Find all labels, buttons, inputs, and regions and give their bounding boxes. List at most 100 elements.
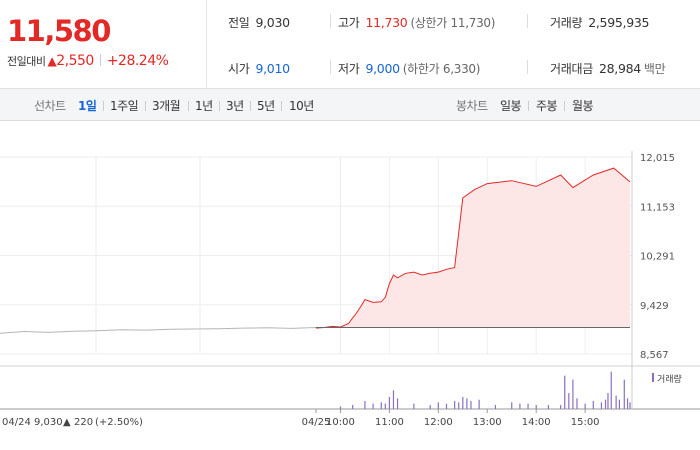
- tab-period-1d[interactable]: 1일: [78, 99, 97, 113]
- stat-unit: 백만: [643, 62, 666, 76]
- tab-period-5y[interactable]: 5년: [257, 99, 275, 113]
- volume-bar: [462, 397, 464, 409]
- volume-grid: [0, 151, 700, 410]
- volume-bar: [445, 403, 448, 409]
- volume-bar: [384, 403, 386, 409]
- tab-candle-monthly[interactable]: 월봉: [572, 99, 594, 113]
- stat-value: 9,030: [255, 15, 290, 30]
- volume-bar: [610, 371, 612, 409]
- y-tick-label: 9,429: [640, 301, 669, 312]
- stat-prev-close: 전일 9,030: [228, 14, 290, 31]
- stat-value: 9,000: [365, 61, 400, 76]
- divider: [528, 101, 529, 111]
- today-price-line: [315, 167, 631, 329]
- tab-period-3y[interactable]: 3년: [226, 99, 244, 113]
- prev-day-price-line: [0, 327, 317, 334]
- chart-tab-bar: 선차트 1일 1주일 3개월 1년 3년 5년 10년 봉차트 일봉 주봉 월봉: [0, 89, 700, 121]
- y-tick-label: 10,291: [640, 252, 675, 263]
- volume-bar: [494, 405, 497, 409]
- tab-period-3m[interactable]: 3개월: [152, 99, 181, 113]
- volume-bar: [629, 402, 631, 409]
- volume-bar: [592, 401, 594, 409]
- y-tick-label: 11,153: [640, 202, 675, 213]
- volume-bar: [623, 379, 625, 409]
- stat-label: 저가: [338, 62, 360, 76]
- stat-open: 시가 9,010: [228, 60, 290, 77]
- stat-aux: (하한가 6,330): [402, 62, 481, 76]
- stat-value: 28,984: [598, 61, 641, 76]
- volume-bar: [396, 398, 399, 409]
- volume-bar: [618, 399, 620, 409]
- volume-bar: [527, 403, 529, 409]
- stat-aux: (상한가 11,730): [410, 16, 496, 30]
- volume-bar: [364, 401, 366, 409]
- volume-bar: [568, 393, 570, 409]
- change-rate: +28.24%: [106, 53, 169, 69]
- y-tick-label: 8,567: [640, 350, 669, 361]
- prev-day-rate: (+2.50%): [95, 417, 143, 428]
- up-triangle-icon: ▲: [47, 54, 57, 68]
- divider: [219, 101, 220, 111]
- volume-bar: [626, 398, 629, 409]
- volume-bar: [607, 393, 609, 409]
- volume-bar: [429, 405, 431, 409]
- tab-candle-weekly[interactable]: 주봉: [536, 99, 558, 113]
- divider: [330, 60, 331, 74]
- tab-candle-daily[interactable]: 일봉: [500, 99, 522, 113]
- volume-bar: [600, 402, 603, 409]
- divider: [527, 60, 528, 74]
- price-change: 전일대비 ▲2,550 +28.24%: [7, 53, 169, 69]
- candle-chart-label: 봉차트: [456, 99, 488, 113]
- volume-bar: [458, 402, 460, 409]
- change-value: 2,550: [56, 53, 94, 69]
- volume-bar: [478, 399, 480, 409]
- tab-period-10y[interactable]: 10년: [289, 99, 314, 113]
- volume-bar: [470, 401, 472, 409]
- x-tick-label: 04/25: [302, 417, 331, 428]
- volume-bar: [584, 403, 586, 409]
- stat-label: 거래량: [550, 16, 583, 30]
- divider: [99, 54, 101, 66]
- x-tick-label: 15:00: [571, 417, 600, 428]
- x-tick-label: 10:00: [326, 417, 355, 428]
- volume-legend-label: 거래량: [657, 373, 682, 385]
- y-tick-label: 12,015: [640, 153, 675, 164]
- volume-bars: [339, 371, 631, 409]
- volume-legend-swatch: [652, 373, 654, 382]
- volume-legend: 거래량: [652, 373, 682, 385]
- tab-period-1y[interactable]: 1년: [195, 99, 213, 113]
- volume-bar: [413, 403, 415, 409]
- price-box: 11,580 전일대비 ▲2,550 +28.24%: [0, 0, 207, 88]
- stat-label: 시가: [228, 62, 250, 76]
- stat-amount: 거래대금 28,984 백만: [550, 60, 666, 77]
- prev-day-label: 04/24 9,030 ▲ 220 (+2.50%): [2, 417, 143, 428]
- volume-bar: [572, 379, 574, 409]
- line-chart-label: 선차트: [34, 99, 66, 113]
- volume-bar: [535, 405, 537, 409]
- divider: [103, 101, 104, 111]
- stat-volume: 거래량 2,595,935: [550, 14, 649, 31]
- prev-day-close: 9,030: [34, 417, 63, 428]
- up-triangle-icon: ▲: [63, 417, 71, 428]
- stat-low: 저가 9,000 (하한가 6,330): [338, 60, 480, 77]
- volume-bar: [560, 405, 562, 409]
- volume-bar: [511, 402, 513, 409]
- divider: [188, 101, 189, 111]
- change-label: 전일대비: [7, 55, 46, 68]
- quote-summary: 11,580 전일대비 ▲2,550 +28.24% 전일 9,030 고가 11,73…: [0, 0, 700, 89]
- volume-bar: [564, 375, 566, 409]
- divider: [250, 101, 251, 111]
- prev-day-change: 220: [74, 417, 93, 428]
- volume-bar: [576, 398, 578, 409]
- volume-bar: [454, 401, 456, 409]
- tab-period-1w[interactable]: 1주일: [110, 99, 139, 113]
- volume-bar: [604, 399, 607, 409]
- x-tick-label: 14:00: [522, 417, 551, 428]
- price-chart[interactable]: 12,015 11,153 10,291 9,429 8,567 거래량 04/2510…: [0, 121, 700, 450]
- volume-bar: [372, 403, 374, 409]
- volume-bar: [437, 402, 439, 409]
- divider: [145, 101, 146, 111]
- x-tick-label: 11:00: [375, 417, 404, 428]
- stat-value: 11,730: [365, 15, 408, 30]
